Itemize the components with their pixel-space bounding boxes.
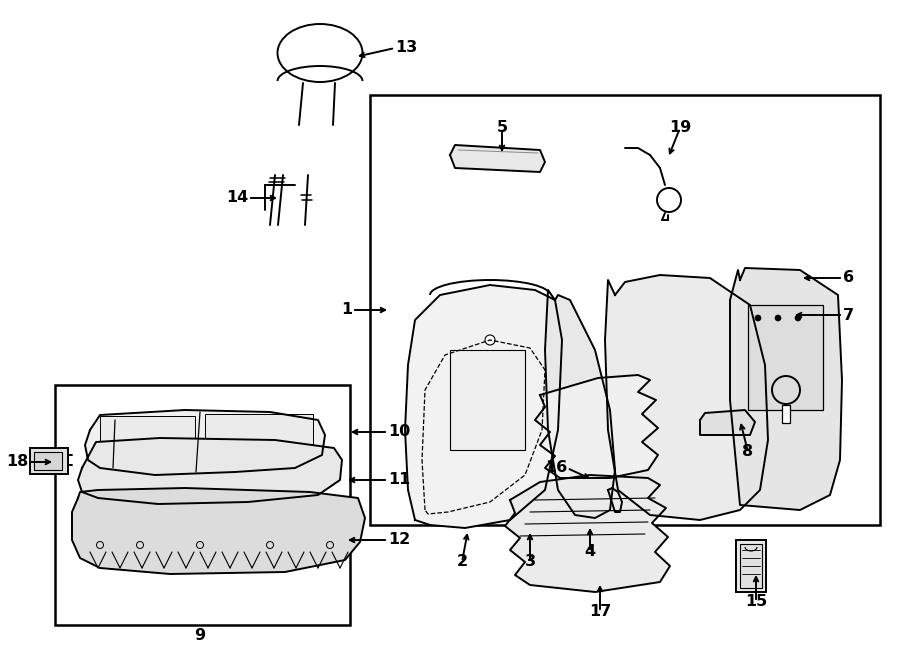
Text: 10: 10 bbox=[388, 424, 410, 440]
Text: 17: 17 bbox=[589, 605, 611, 619]
Text: 1: 1 bbox=[341, 303, 352, 317]
Text: 16: 16 bbox=[544, 461, 567, 475]
Bar bbox=[30, 448, 68, 474]
Circle shape bbox=[795, 315, 801, 321]
Text: 2: 2 bbox=[456, 555, 468, 570]
Polygon shape bbox=[608, 488, 622, 512]
Bar bbox=[740, 544, 762, 588]
Bar bbox=[205, 414, 313, 466]
Text: 4: 4 bbox=[584, 545, 596, 559]
Polygon shape bbox=[505, 475, 670, 592]
Polygon shape bbox=[72, 488, 365, 574]
Ellipse shape bbox=[277, 24, 363, 82]
Bar bbox=[782, 405, 790, 423]
Bar bbox=[370, 95, 880, 525]
Text: 12: 12 bbox=[388, 533, 410, 547]
Polygon shape bbox=[605, 275, 768, 520]
Text: 6: 6 bbox=[843, 270, 854, 286]
Text: 9: 9 bbox=[194, 629, 205, 644]
Circle shape bbox=[485, 335, 495, 345]
Text: 5: 5 bbox=[497, 120, 508, 136]
Circle shape bbox=[775, 315, 781, 321]
Bar bbox=[100, 416, 195, 466]
Text: 18: 18 bbox=[5, 455, 28, 469]
Text: 3: 3 bbox=[525, 555, 535, 570]
Polygon shape bbox=[405, 285, 562, 528]
Bar bbox=[34, 452, 62, 470]
Text: 15: 15 bbox=[745, 594, 767, 609]
Bar bbox=[736, 540, 766, 592]
Text: 19: 19 bbox=[669, 120, 691, 136]
Bar bbox=[55, 385, 350, 625]
Text: 8: 8 bbox=[742, 444, 753, 459]
Text: 13: 13 bbox=[395, 40, 418, 56]
Circle shape bbox=[755, 315, 761, 321]
Polygon shape bbox=[85, 410, 325, 475]
Polygon shape bbox=[450, 145, 545, 172]
Polygon shape bbox=[78, 438, 342, 504]
Text: 11: 11 bbox=[388, 473, 410, 488]
Bar bbox=[450, 350, 525, 450]
Text: 7: 7 bbox=[843, 307, 854, 323]
Text: 14: 14 bbox=[226, 190, 248, 206]
Polygon shape bbox=[535, 375, 658, 478]
Bar bbox=[748, 305, 823, 410]
Polygon shape bbox=[730, 268, 842, 510]
Polygon shape bbox=[545, 290, 615, 518]
Polygon shape bbox=[700, 410, 755, 435]
